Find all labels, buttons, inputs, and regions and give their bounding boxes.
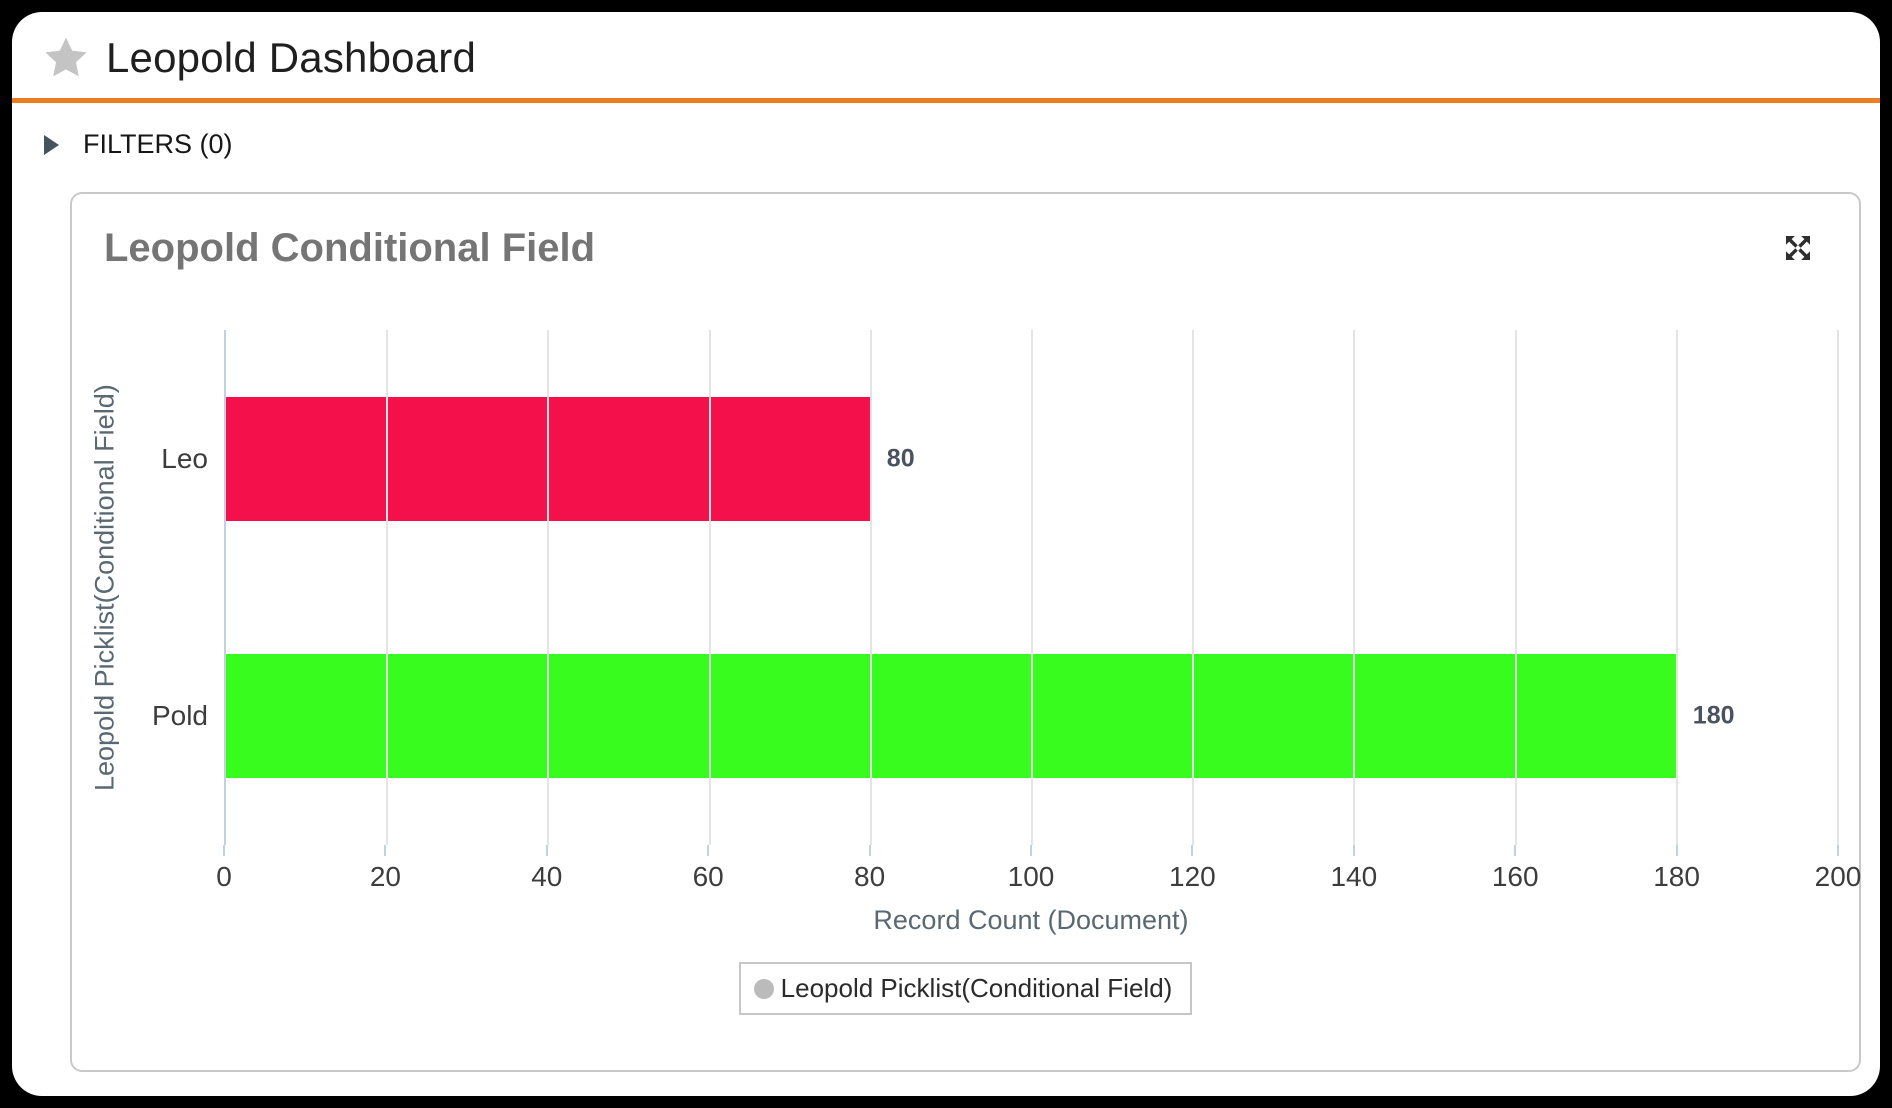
- plot-area: 80 180: [224, 330, 1839, 846]
- gridline: [1353, 330, 1356, 845]
- bar-value-label: 180: [1692, 701, 1735, 730]
- x-axis-tick-mark: [1352, 845, 1355, 856]
- bar[interactable]: [226, 654, 1677, 779]
- legend-label: Leopold Picklist(Conditional Field): [780, 973, 1173, 1003]
- x-axis-tick-mark: [1675, 845, 1678, 856]
- gridline: [386, 330, 389, 845]
- x-axis-tick-mark: [1030, 845, 1032, 856]
- chart-title: Leopold Conditional Field: [104, 226, 596, 270]
- chart-card: Leopold Conditional Field Leopold Pickli…: [70, 192, 1861, 1072]
- expand-button[interactable]: [1781, 232, 1815, 266]
- x-axis-tick-label: 60: [692, 861, 724, 892]
- chart: Leopold Picklist(Conditional Field) Leo P…: [82, 330, 1861, 936]
- x-axis-tick-label: 80: [854, 861, 886, 892]
- filters-caret-icon[interactable]: [44, 134, 59, 155]
- x-axis-tick-label: 160: [1491, 861, 1539, 892]
- gridline: [1031, 330, 1033, 845]
- x-axis-tick-label: 200: [1814, 861, 1862, 892]
- x-axis-tick-label: 20: [369, 861, 401, 892]
- gridline: [1192, 330, 1195, 845]
- x-axis-tick-mark: [384, 845, 387, 856]
- x-axis-tick-label: 0: [216, 861, 232, 892]
- star-icon[interactable]: [42, 34, 90, 82]
- x-axis-tick-label: 120: [1169, 861, 1216, 892]
- category-label: Pold: [151, 700, 208, 732]
- app-header: Leopold Dashboard: [12, 12, 1880, 103]
- filters-section[interactable]: FILTERS (0): [12, 103, 1880, 160]
- x-axis-tick-mark: [1837, 845, 1839, 856]
- x-axis-title: Record Count (Document): [873, 905, 1189, 935]
- x-axis-ticks: 0 20 40 60 80 100 120 140 160 180 200: [216, 845, 1861, 893]
- page-title: Leopold Dashboard: [106, 34, 477, 81]
- gridline: [708, 330, 711, 845]
- x-axis-tick-mark: [1514, 845, 1517, 856]
- x-axis-tick-mark: [545, 845, 548, 856]
- y-axis-title: Leopold Picklist(Conditional Field): [89, 384, 120, 791]
- x-axis-tick-mark: [868, 845, 871, 856]
- gridline: [1837, 330, 1839, 845]
- x-axis-tick-mark: [707, 845, 710, 856]
- x-axis-tick-label: 140: [1330, 861, 1378, 892]
- gridline: [869, 330, 872, 845]
- dashboard-page: Leopold Dashboard FILTERS (0) Leopold Co…: [12, 12, 1880, 1096]
- x-axis-tick-label: 180: [1653, 861, 1700, 892]
- gridline: [1675, 330, 1678, 845]
- bar-band: 180: [226, 588, 1838, 846]
- gridline: [547, 330, 550, 845]
- category-labels: Leo Pold: [128, 330, 224, 845]
- bar-value-label: 80: [886, 444, 915, 473]
- x-axis-tick-label: 100: [1007, 861, 1055, 892]
- gridline: [1514, 330, 1517, 845]
- category-label: Leo: [161, 442, 208, 474]
- x-axis-tick-mark: [1191, 845, 1194, 856]
- x-axis-tick-mark: [223, 845, 225, 856]
- legend-marker-icon: [753, 978, 774, 999]
- legend[interactable]: Leopold Picklist(Conditional Field): [738, 962, 1193, 1015]
- filters-label: FILTERS (0): [83, 129, 233, 159]
- expand-arrows-icon: [1786, 236, 1810, 260]
- x-axis-tick-label: 40: [531, 861, 563, 892]
